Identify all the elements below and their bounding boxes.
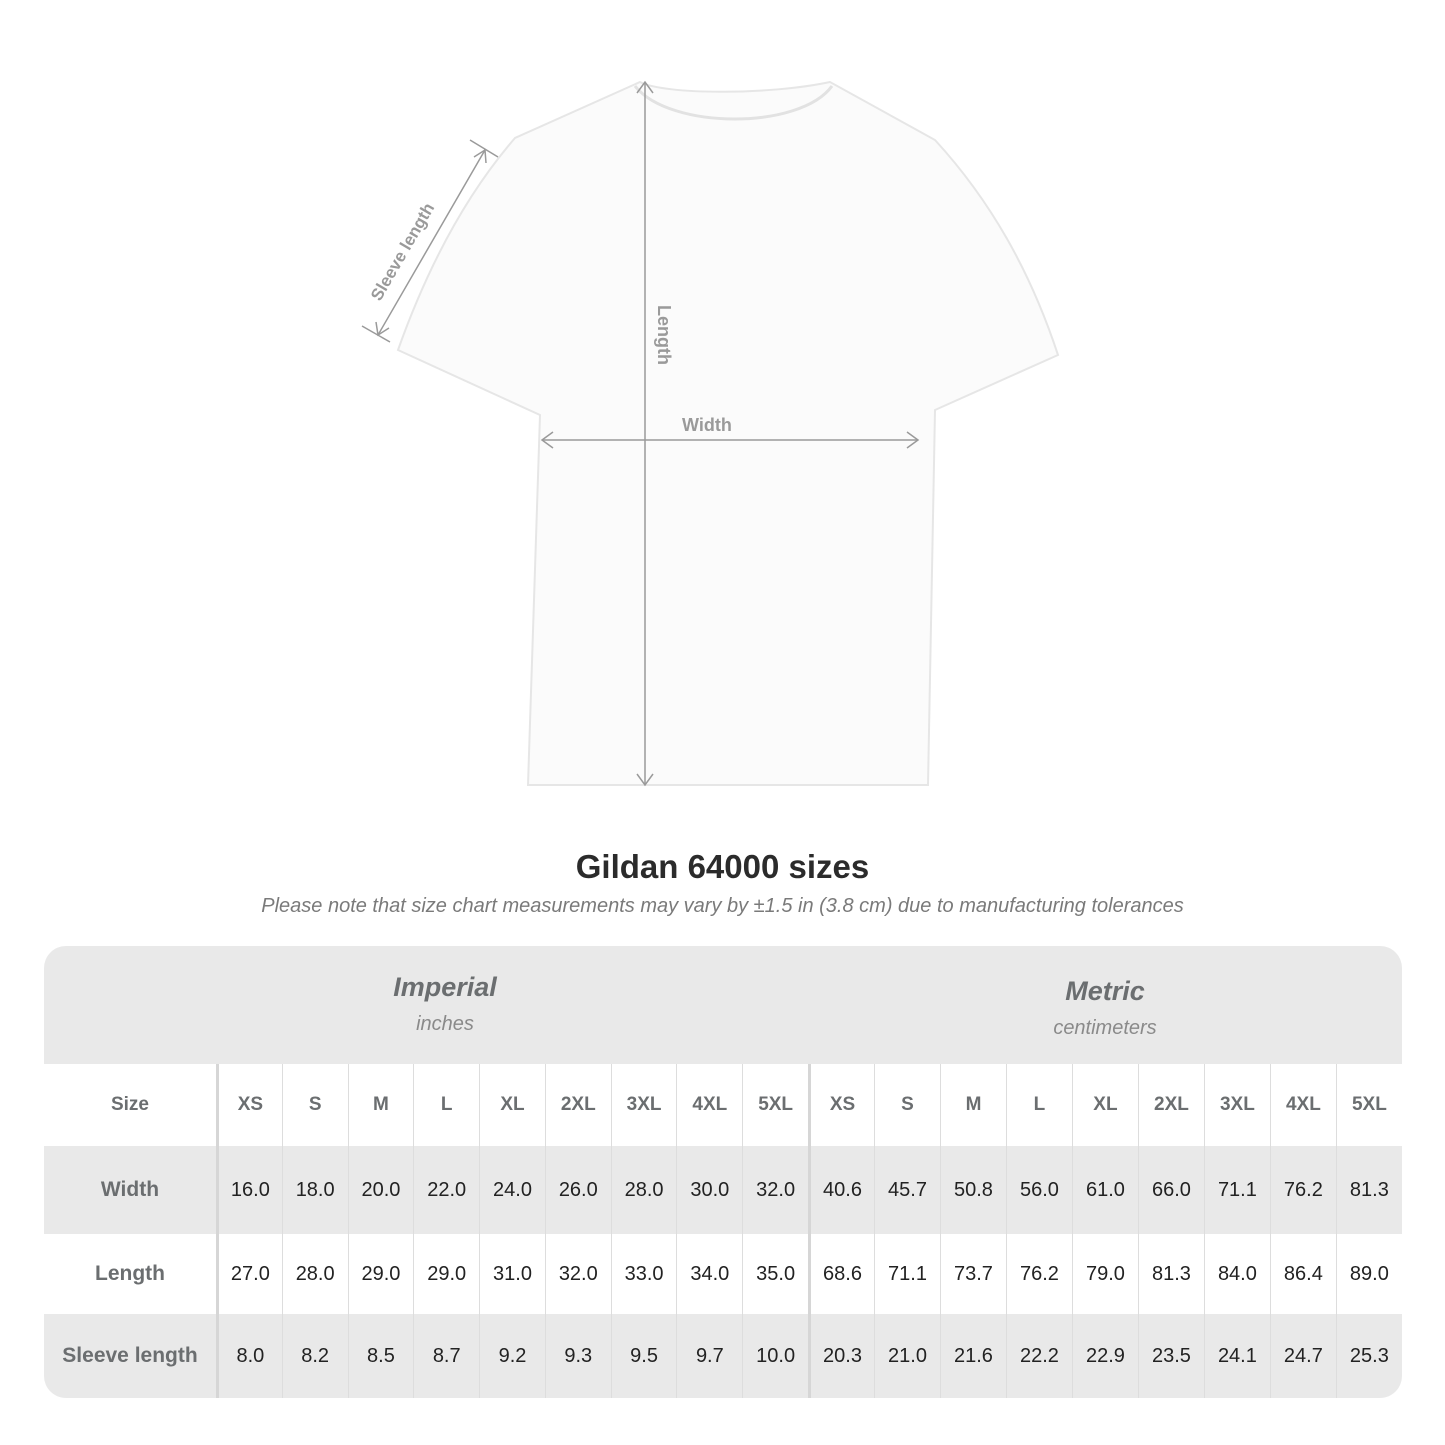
table-cell: 24.7 — [1269, 1314, 1336, 1398]
table-cell: XL — [479, 1064, 545, 1146]
table-cell: 30.0 — [676, 1146, 742, 1234]
metric-unit: centimeters — [1053, 1017, 1157, 1039]
row-label: Size — [110, 1094, 149, 1115]
table-row: Sleeve length 8.0 8.2 8.5 8.7 9.2 9.3 9.5 9.7 10.… — [44, 1314, 1402, 1398]
table-cell: XS — [808, 1064, 874, 1146]
table-cell: 20.0 — [347, 1146, 414, 1234]
table-cell: 25.3 — [1335, 1314, 1402, 1398]
table-cell: 61.0 — [1071, 1146, 1138, 1234]
table-cell: 28.0 — [610, 1146, 677, 1234]
table-cell: 81.3 — [1335, 1146, 1402, 1234]
table-cell: 24.1 — [1203, 1314, 1270, 1398]
table-cell: 31.0 — [479, 1234, 545, 1314]
table-cell: 9.7 — [676, 1314, 742, 1398]
table-cell: 4XL — [1269, 1064, 1336, 1146]
table-cell: 5XL — [742, 1064, 808, 1146]
table-cell: 29.0 — [347, 1234, 414, 1314]
table-cell: 5XL — [1335, 1064, 1402, 1146]
table-cell: 79.0 — [1071, 1234, 1138, 1314]
tolerance-note: Please note that size chart measurements… — [261, 895, 1184, 917]
table-cell: 9.3 — [544, 1314, 611, 1398]
table-cell: 29.0 — [413, 1234, 479, 1314]
row-label: Sleeve length — [62, 1344, 198, 1367]
row-label: Length — [95, 1262, 165, 1285]
table-cell: 76.2 — [1269, 1146, 1336, 1234]
table-cell: 10.0 — [742, 1314, 808, 1398]
table-cell: 45.7 — [874, 1146, 940, 1234]
width-label: Width — [682, 415, 732, 435]
tshirt-diagram: Sleeve length Length Width — [361, 80, 1060, 787]
sleeve-measure-line — [377, 149, 486, 336]
tshirt-image — [396, 80, 1060, 786]
imperial-title: Imperial — [393, 972, 497, 1002]
metric-title: Metric — [1065, 976, 1145, 1006]
table-cell: 8.5 — [347, 1314, 414, 1398]
imperial-unit: inches — [416, 1013, 474, 1035]
table-cell: 21.0 — [874, 1314, 940, 1398]
table-cell: 18.0 — [281, 1146, 348, 1234]
table-cell: 9.2 — [479, 1314, 545, 1398]
table-cell: 32.0 — [742, 1146, 808, 1234]
page-title: Gildan 64000 sizes — [575, 848, 870, 885]
row-label: Width — [100, 1178, 160, 1201]
table-cell: M — [939, 1064, 1006, 1146]
table-cell: 84.0 — [1203, 1234, 1270, 1314]
table-cell: 32.0 — [544, 1234, 611, 1314]
table-cell: 81.3 — [1137, 1234, 1204, 1314]
table-cell: 8.2 — [281, 1314, 348, 1398]
table-cell: 24.0 — [479, 1146, 545, 1234]
table-row: Width 16.0 18.0 20.0 22.0 24.0 26.0 28.0 30.0 32.… — [44, 1146, 1402, 1234]
table-cell: 28.0 — [281, 1234, 348, 1314]
table-cell: 27.0 — [215, 1234, 282, 1314]
table-cell: 3XL — [1203, 1064, 1270, 1146]
table-cell: 22.2 — [1005, 1314, 1072, 1398]
table-row: Length 27.0 28.0 29.0 29.0 31.0 32.0 33.0 34.0 35… — [44, 1234, 1402, 1314]
table-cell: 8.0 — [215, 1314, 282, 1398]
table-cell: 2XL — [544, 1064, 611, 1146]
table-cell: S — [874, 1064, 940, 1146]
table-cell: 8.7 — [413, 1314, 479, 1398]
table-cell: XL — [1071, 1064, 1138, 1146]
table-cell: 21.6 — [939, 1314, 1006, 1398]
table-cell: 71.1 — [874, 1234, 940, 1314]
table-cell: S — [281, 1064, 348, 1146]
length-label: Length — [654, 305, 674, 365]
table-cell: 56.0 — [1005, 1146, 1072, 1234]
table-cell: M — [347, 1064, 414, 1146]
table-cell: 86.4 — [1269, 1234, 1336, 1314]
tshirt-collar — [633, 85, 834, 121]
table-cell: L — [413, 1064, 479, 1146]
table-cell: 22.9 — [1071, 1314, 1138, 1398]
table-cell: 71.1 — [1203, 1146, 1270, 1234]
table-cell: 73.7 — [939, 1234, 1006, 1314]
table-cell: 35.0 — [742, 1234, 808, 1314]
table-cell: 3XL — [610, 1064, 677, 1146]
table-cell: 23.5 — [1137, 1314, 1204, 1398]
imperial-header: Imperial inches — [216, 972, 674, 1036]
table-cell: XS — [215, 1064, 282, 1146]
table-cell: 68.6 — [808, 1234, 874, 1314]
table-cell: 50.8 — [939, 1146, 1006, 1234]
table-cell: 20.3 — [808, 1314, 874, 1398]
table-cell: 76.2 — [1005, 1234, 1072, 1314]
table-cell: 4XL — [676, 1064, 742, 1146]
table-cell: 34.0 — [676, 1234, 742, 1314]
table-cell: 16.0 — [215, 1146, 282, 1234]
table-cell: 89.0 — [1335, 1234, 1402, 1314]
table-cell: 40.6 — [808, 1146, 874, 1234]
table-cell: 26.0 — [544, 1146, 611, 1234]
metric-header: Metric centimeters — [808, 976, 1402, 1040]
size-chart: Imperial inches Metric centimeters Size X… — [44, 946, 1402, 1398]
table-cell: 9.5 — [610, 1314, 677, 1398]
table-cell: 66.0 — [1137, 1146, 1204, 1234]
table-cell: L — [1005, 1064, 1072, 1146]
table-cell: 33.0 — [610, 1234, 677, 1314]
size-header-row: Size XS S M L XL 2XL 3XL 4XL 5XL XS S M L XL 2XL 3XL 4XL 5… — [44, 1064, 1402, 1146]
table-cell: 22.0 — [413, 1146, 479, 1234]
table-cell: 2XL — [1137, 1064, 1204, 1146]
